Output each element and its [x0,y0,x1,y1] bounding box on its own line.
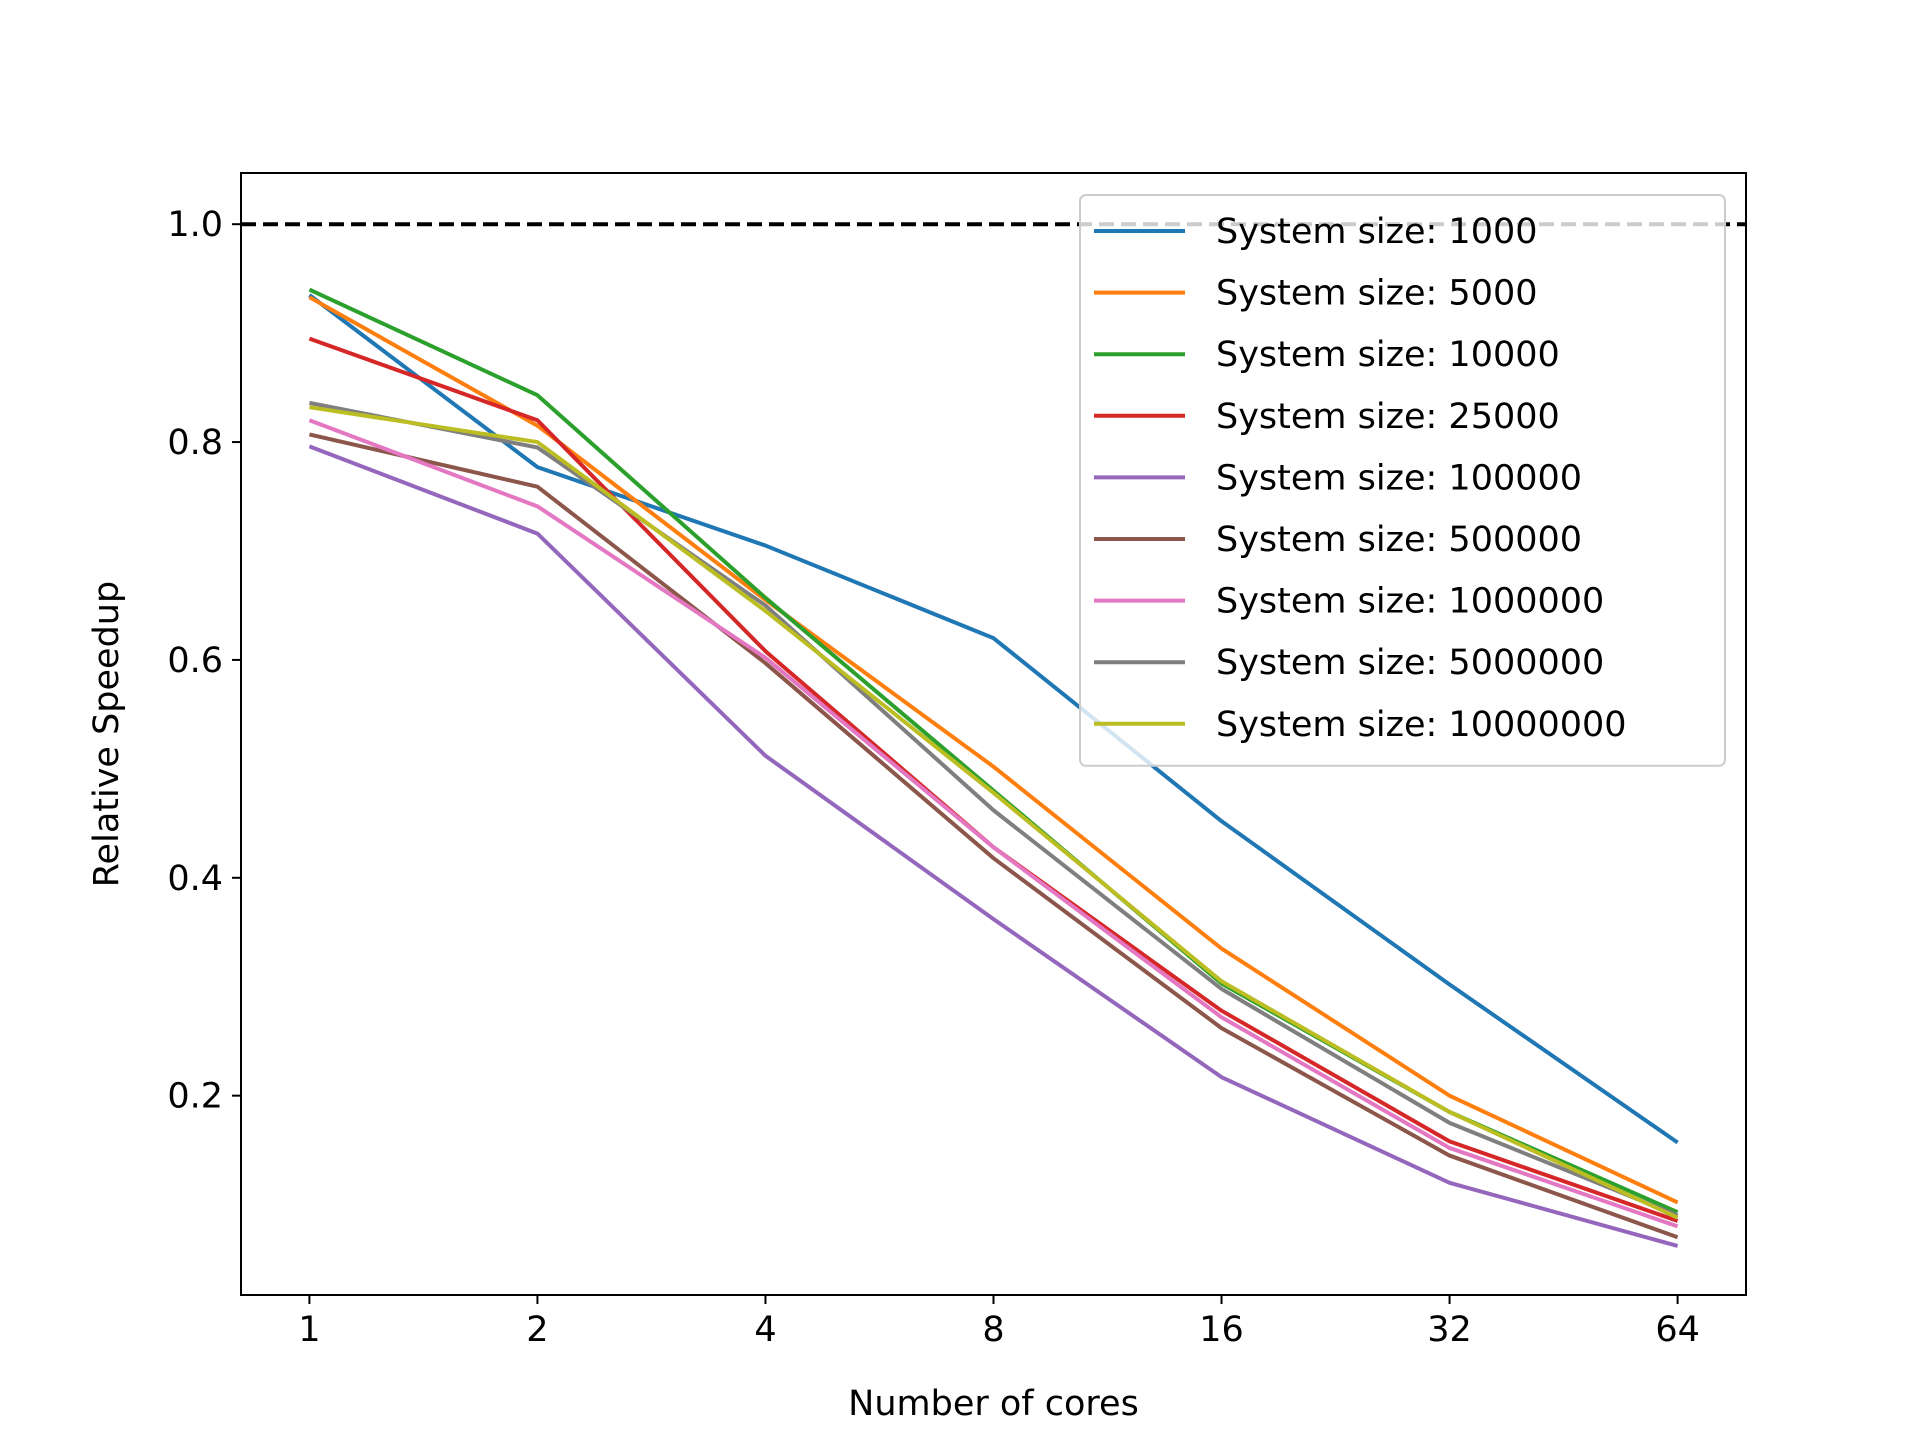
x-axis: 1 2 4 8 16 32 64 [298,1295,1700,1350]
legend-label: System size: 10000 [1216,335,1560,375]
series-line-1 [308,293,1679,1145]
x-tick-label: 32 [1427,1310,1472,1350]
legend-label: System size: 1000 [1216,212,1538,252]
x-tick-label: 8 [982,1310,1004,1350]
series-line-7 [308,418,1679,1229]
y-axis-label: Relative Speedup [87,581,127,887]
legend-label: System size: 500000 [1216,520,1582,560]
y-tick-label: 0.8 [167,423,223,463]
series-line-2 [308,295,1679,1205]
legend-label: System size: 5000 [1216,274,1538,314]
series-line-5 [308,444,1679,1248]
legend-label: System size: 100000 [1216,458,1582,498]
legend-box [1079,194,1726,767]
series-line-6 [308,432,1679,1240]
series-layer [308,287,1679,1248]
legend-label: System size: 5000000 [1216,643,1604,683]
y-axis: 0.2 0.4 0.6 0.8 1.0 [167,205,241,1117]
x-tick-label: 64 [1655,1310,1700,1350]
y-tick-label: 0.4 [167,859,223,899]
y-tick-label: 0.2 [167,1077,223,1117]
legend: System size: 1000 System size: 5000 System… [1079,194,1726,767]
series-line-8 [309,400,1679,1218]
legend-label: System size: 25000 [1216,397,1560,437]
legend-label: System size: 1000000 [1216,582,1604,622]
x-axis-label: Number of cores [848,1384,1139,1424]
x-tick-label: 16 [1199,1310,1244,1350]
series-line-9 [309,405,1679,1220]
x-tick-label: 1 [298,1310,320,1350]
x-tick-label: 2 [526,1310,548,1350]
y-tick-label: 1.0 [167,205,223,245]
legend-label: System size: 10000000 [1216,705,1627,745]
y-tick-label: 0.6 [167,641,223,681]
x-tick-label: 4 [754,1310,776,1350]
